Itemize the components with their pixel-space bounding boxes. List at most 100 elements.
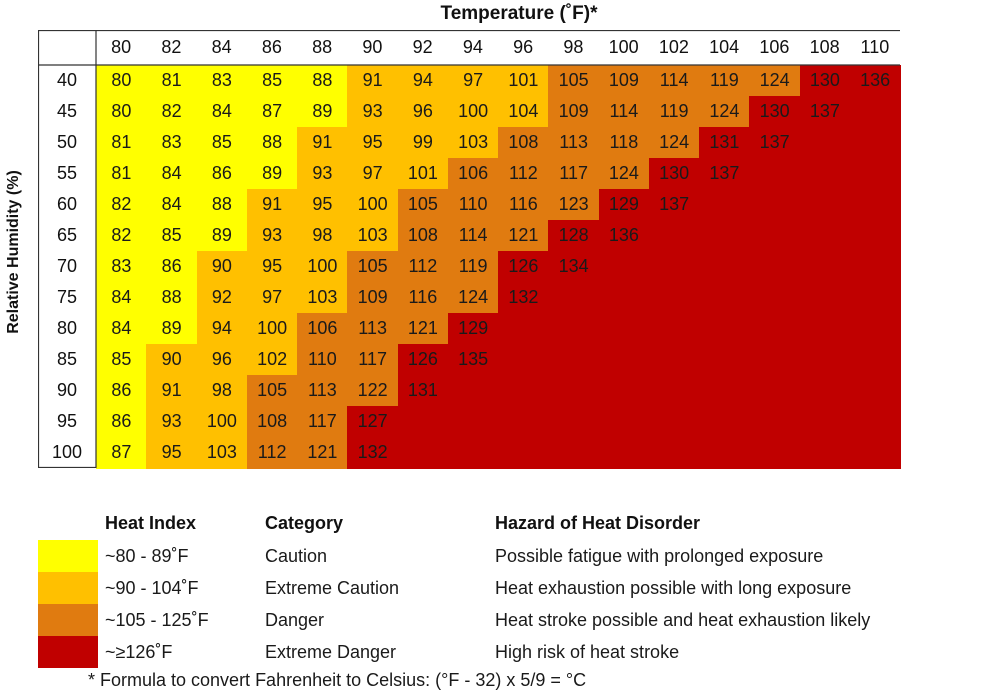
heat-cell: 95 xyxy=(246,251,298,283)
legend-header: Heat Index Category Hazard of Heat Disor… xyxy=(0,510,1000,536)
legend-range: ~80 - 89˚F xyxy=(105,546,189,566)
heat-cell: 128 xyxy=(548,220,599,252)
heat-cell xyxy=(849,282,901,314)
heat-cell: 95 xyxy=(146,437,197,469)
heat-cell: 108 xyxy=(397,220,449,252)
heat-cell: 110 xyxy=(447,189,499,221)
legend-category: Danger xyxy=(265,610,325,630)
heat-cell xyxy=(648,344,700,376)
heat-cell xyxy=(648,313,700,345)
heat-cell: 96 xyxy=(196,344,248,376)
y-tick-label: 90 xyxy=(38,375,96,406)
heat-cell xyxy=(498,437,549,469)
legend-range: ~90 - 104˚F xyxy=(105,578,199,598)
x-tick-label: 102 xyxy=(648,30,699,65)
x-tick-label: 80 xyxy=(96,30,147,65)
heat-cell: 89 xyxy=(297,96,348,128)
heat-cell: 88 xyxy=(196,189,248,221)
heat-cell: 98 xyxy=(297,220,348,252)
heat-cell xyxy=(799,437,851,469)
heat-cell xyxy=(749,344,800,376)
x-tick-label: 110 xyxy=(849,30,900,65)
heat-cell: 85 xyxy=(96,344,147,376)
heat-cell: 90 xyxy=(196,251,248,283)
heat-cell: 127 xyxy=(347,406,398,438)
heat-cell: 88 xyxy=(246,127,298,159)
heat-cell: 94 xyxy=(196,313,248,345)
heat-cell xyxy=(648,375,700,407)
heat-cell: 80 xyxy=(96,96,147,128)
heat-cell: 84 xyxy=(146,158,197,190)
heat-cell xyxy=(849,96,901,128)
y-tick-label: 95 xyxy=(38,406,96,437)
y-axis-label-container: Relative Humidity (%) xyxy=(0,30,28,474)
x-tick-label: 100 xyxy=(598,30,649,65)
y-tick-label: 55 xyxy=(38,158,96,189)
legend-swatch xyxy=(38,604,98,636)
heat-cell: 121 xyxy=(498,220,549,252)
heat-cell: 103 xyxy=(347,220,398,252)
heat-cell xyxy=(749,158,800,190)
heat-cell: 86 xyxy=(146,251,197,283)
heat-cell: 124 xyxy=(598,158,650,190)
heat-cell xyxy=(749,220,800,252)
heat-cell xyxy=(598,282,650,314)
heat-cell: 104 xyxy=(498,96,549,128)
legend-category: Caution xyxy=(265,546,328,566)
heat-cell xyxy=(648,282,700,314)
heat-cell xyxy=(749,375,800,407)
heat-cell: 137 xyxy=(648,189,700,221)
heat-cell xyxy=(548,313,599,345)
heat-cell: 105 xyxy=(397,189,449,221)
heat-cell xyxy=(699,282,750,314)
heat-cell xyxy=(749,437,800,469)
legend-hazard: High risk of heat stroke xyxy=(495,642,680,662)
heat-cell xyxy=(498,344,549,376)
heat-cell xyxy=(749,406,800,438)
heat-cell: 84 xyxy=(146,189,197,221)
x-tick-label: 104 xyxy=(699,30,750,65)
heat-cell: 82 xyxy=(146,96,197,128)
heat-cell: 114 xyxy=(447,220,499,252)
heat-cell xyxy=(799,375,851,407)
heat-cell: 86 xyxy=(96,375,147,407)
heat-cell: 131 xyxy=(699,127,750,159)
heat-cell: 100 xyxy=(297,251,348,283)
heat-cell: 118 xyxy=(598,127,650,159)
heat-cell: 100 xyxy=(196,406,248,438)
heat-cell: 114 xyxy=(648,65,700,97)
heat-cell: 112 xyxy=(498,158,549,190)
heat-cell xyxy=(548,437,599,469)
heat-cell: 81 xyxy=(96,158,147,190)
heat-cell xyxy=(548,282,599,314)
heat-cell xyxy=(799,344,851,376)
legend-row-extreme-caution: ~90 - 104˚F Extreme Caution Heat exhaust… xyxy=(0,572,1000,604)
heat-cell xyxy=(699,220,750,252)
y-axis-label: Relative Humidity (%) xyxy=(5,170,22,334)
heat-cell: 87 xyxy=(246,96,298,128)
heat-cell: 136 xyxy=(849,65,901,97)
heat-cell: 124 xyxy=(447,282,499,314)
heat-cell: 102 xyxy=(246,344,298,376)
heat-cell: 96 xyxy=(397,96,449,128)
heat-cell xyxy=(548,344,599,376)
heat-cell: 95 xyxy=(297,189,348,221)
x-tick-label: 94 xyxy=(447,30,498,65)
heat-cell: 117 xyxy=(548,158,599,190)
heat-cell xyxy=(849,251,901,283)
heat-cell xyxy=(447,406,499,438)
heat-cell xyxy=(699,344,750,376)
legend-range: ~105 - 125˚F xyxy=(105,610,209,630)
corner-cell xyxy=(38,30,96,65)
heat-cell: 109 xyxy=(548,96,599,128)
heat-cell: 101 xyxy=(498,65,549,97)
legend-category: Extreme Caution xyxy=(265,578,400,598)
heat-cell xyxy=(648,251,700,283)
heat-cell: 91 xyxy=(297,127,348,159)
legend-swatch xyxy=(38,540,98,572)
heat-cell xyxy=(598,406,650,438)
y-tick-label: 45 xyxy=(38,96,96,127)
heat-cell: 130 xyxy=(799,65,851,97)
legend-header-hazard: Hazard of Heat Disorder xyxy=(495,513,701,533)
heat-cell: 117 xyxy=(297,406,348,438)
